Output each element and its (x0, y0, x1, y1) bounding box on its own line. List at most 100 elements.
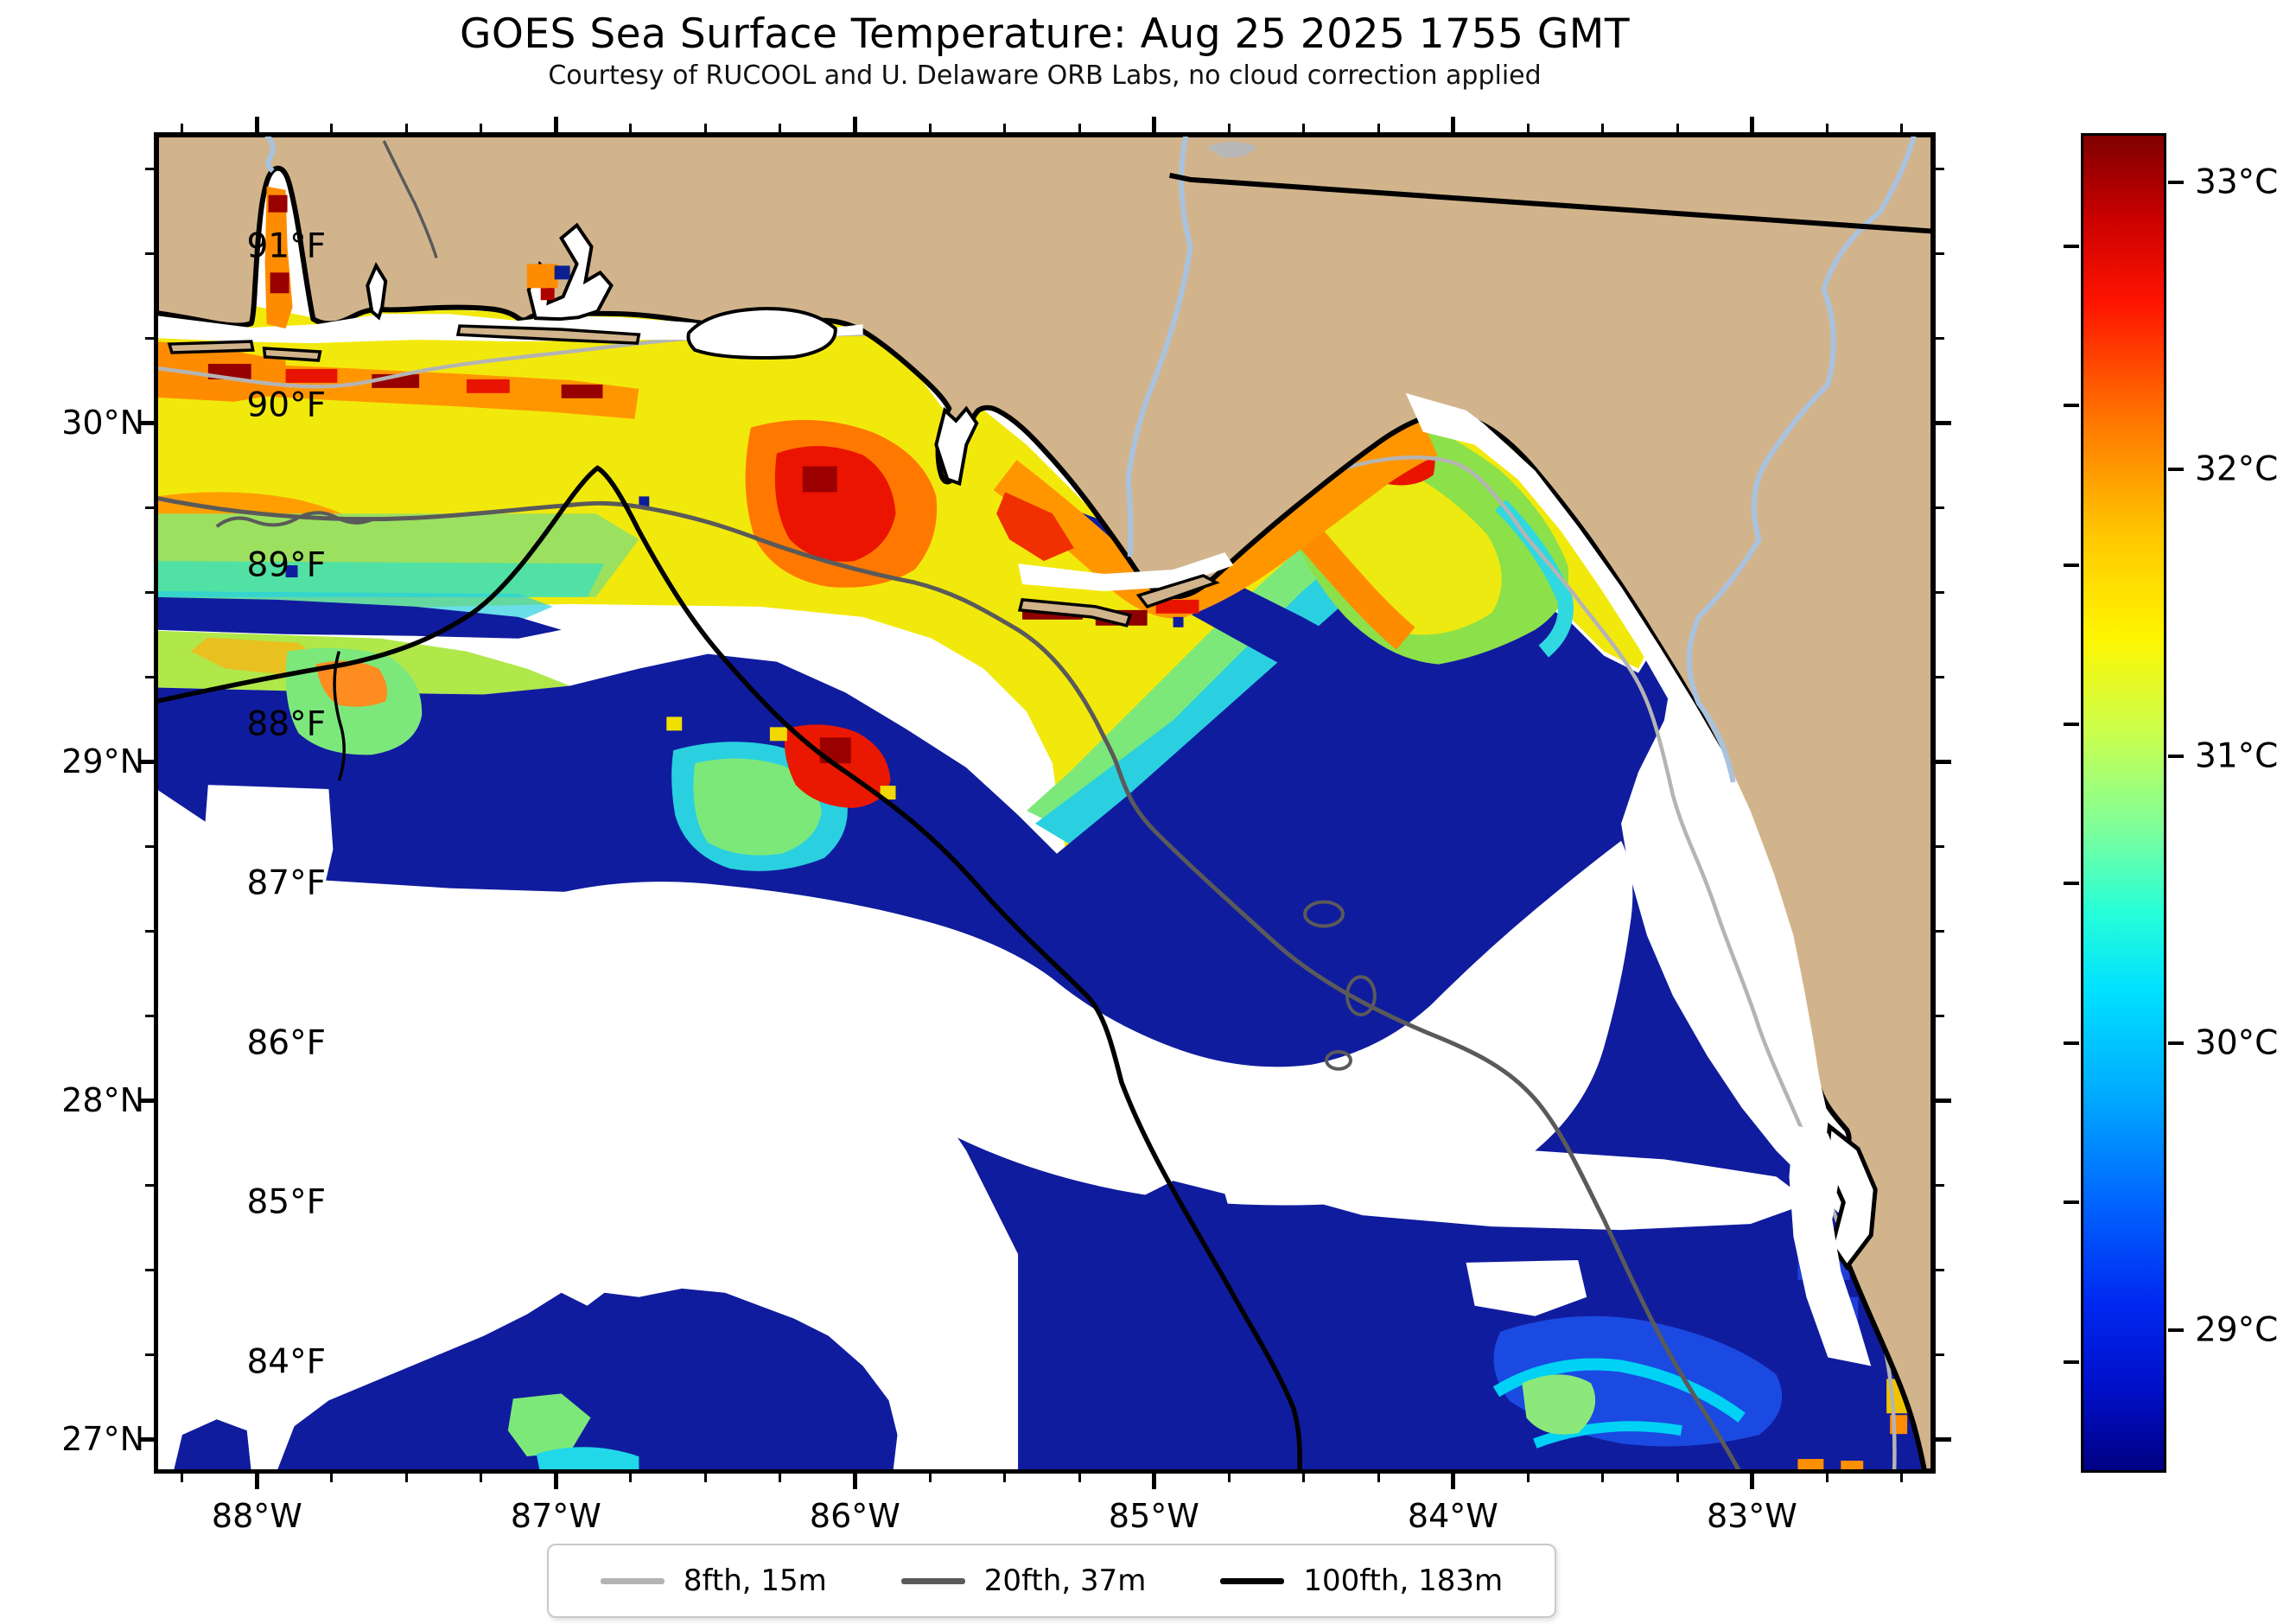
contour-20fth (156, 495, 1741, 1471)
x-tick-minor (1227, 1474, 1231, 1482)
x-tick-major (1450, 117, 1455, 132)
sst-navy-mountain (277, 1288, 898, 1471)
pensacola-orange-pixel (526, 264, 558, 289)
x-tick-minor (480, 124, 483, 132)
x-tick-minor (629, 124, 633, 132)
x-tick-minor (1526, 1474, 1530, 1482)
island-st-vincent (1135, 574, 1220, 608)
colorbar-label-f: 89°F (246, 545, 326, 585)
colorbar-tick-f (2064, 723, 2079, 727)
x-tick-minor (779, 1474, 782, 1482)
x-tick-major (1151, 117, 1156, 132)
x-tick-minor (928, 124, 932, 132)
x-tick-minor (928, 1474, 932, 1482)
x-tick-major (553, 1474, 558, 1489)
colorbar-tick-c (2168, 468, 2184, 472)
island-dauphin (167, 340, 255, 354)
x-tick-minor (1302, 124, 1306, 132)
y-tick-minor (145, 1353, 154, 1356)
legend-label: 100fth, 183m (1303, 1563, 1504, 1598)
y-tick-minor (145, 1014, 154, 1017)
x-tick-major (553, 117, 558, 132)
x-tick-label: 88°W (211, 1497, 302, 1535)
colorbar-label-f: 86°F (246, 1023, 326, 1063)
y-tick-minor (145, 336, 154, 340)
sst-red-pixels (466, 379, 510, 393)
island-santa-rosa (455, 324, 641, 345)
colorbar-label-f: 84°F (246, 1342, 326, 1382)
x-tick-minor (629, 1474, 633, 1482)
colorbar-label-f: 91°F (246, 226, 326, 266)
island-st-george (1017, 598, 1132, 627)
colorbar-label-c: 32°C (2195, 449, 2279, 489)
y-tick-minor (145, 675, 154, 678)
eddy-yellow-pixel (769, 727, 787, 742)
x-tick-minor (1002, 1474, 1006, 1482)
legend-item: 100fth, 183m (1220, 1563, 1503, 1598)
legend-line-swatch (1220, 1577, 1285, 1584)
page-subtitle: Courtesy of RUCOOL and U. Delaware ORB L… (548, 61, 1542, 91)
map-plot-area (154, 132, 1936, 1474)
eddy-yellow-pixel (880, 786, 896, 800)
cloud-central (552, 840, 1633, 1206)
chandeleur-islands (333, 651, 346, 781)
coastal-white-tampa (1789, 1124, 1872, 1366)
x-tick-label: 85°W (1108, 1497, 1199, 1535)
x-tick-label: 83°W (1706, 1497, 1797, 1535)
sst-cyan-arc2 (1533, 1421, 1682, 1449)
y-tick-label: 30°N (61, 404, 144, 443)
colorbar-tick-c (2168, 1041, 2184, 1045)
y-tick-minor (145, 167, 154, 170)
sst-darkred-pixels (561, 384, 603, 398)
y-tick-minor (1936, 1268, 1944, 1271)
colorbar-label-f: 87°F (246, 863, 326, 903)
legend-label: 20fth, 37m (983, 1563, 1147, 1598)
y-tick-label: 29°N (61, 742, 144, 781)
legend-line-swatch (600, 1577, 665, 1584)
y-tick-minor (1936, 929, 1944, 933)
y-tick-major (138, 1098, 154, 1103)
middle-grounds-loop (1303, 900, 1345, 928)
contour-20fth-wiggle (215, 511, 373, 528)
middle-grounds-loop (1345, 975, 1377, 1017)
x-tick-minor (1601, 124, 1605, 132)
colorbar-tick-c (2168, 181, 2184, 185)
navy-speck (639, 496, 650, 507)
bay-st-andrew (934, 405, 979, 487)
y-tick-label: 27°N (61, 1420, 144, 1459)
colorbar-label-c: 30°C (2195, 1023, 2279, 1063)
bay-perdido (366, 262, 388, 321)
river-mobile (264, 135, 276, 174)
x-tick-major (852, 1474, 857, 1489)
y-tick-minor (1936, 336, 1944, 340)
y-tick-minor (1936, 1183, 1944, 1187)
sst-darkred-core (802, 466, 837, 493)
y-tick-major (138, 1436, 154, 1442)
contour-legend: 8fth, 15m 20fth, 37m 100fth, 183m (547, 1544, 1556, 1618)
legend-item: 20fth, 37m (900, 1563, 1147, 1598)
x-tick-label: 84°W (1407, 1497, 1498, 1535)
colorbar-label-c: 29°C (2195, 1310, 2279, 1350)
page-title: GOES Sea Surface Temperature: Aug 25 202… (459, 10, 1631, 58)
y-tick-minor (1936, 252, 1944, 255)
x-tick-minor (1078, 124, 1081, 132)
river-swamp-blob (1205, 141, 1258, 158)
colorbar-tick-f (2064, 1360, 2079, 1364)
sst-red-pixels (285, 368, 338, 383)
x-tick-minor (1302, 1474, 1306, 1482)
colorbar-tick-c (2168, 1328, 2184, 1332)
y-tick-minor (1936, 844, 1944, 848)
y-tick-minor (145, 590, 154, 594)
y-tick-minor (1936, 506, 1944, 509)
y-tick-minor (145, 844, 154, 848)
x-tick-minor (330, 124, 334, 132)
colorbar-label-f: 90°F (246, 385, 326, 425)
y-tick-minor (1936, 590, 1944, 594)
y-tick-minor (145, 1183, 154, 1187)
x-tick-minor (181, 124, 184, 132)
eddy-center-green (693, 758, 822, 856)
y-tick-minor (1936, 675, 1944, 678)
x-tick-minor (404, 1474, 408, 1482)
x-tick-minor (1825, 1474, 1829, 1482)
